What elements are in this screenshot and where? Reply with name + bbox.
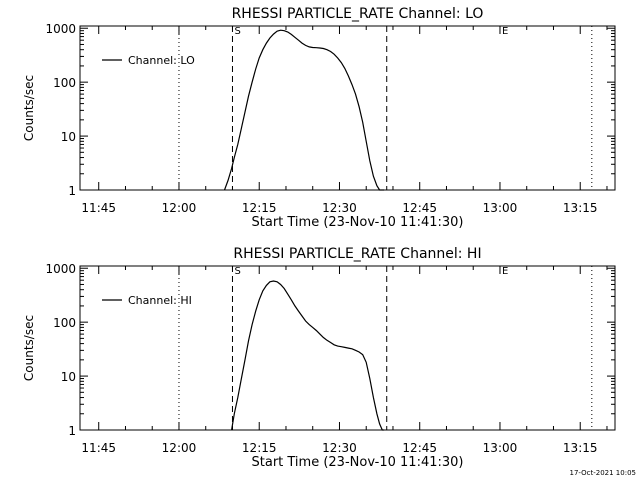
chart1-xtick-label: 12:15 [242,441,277,455]
chart-panel-lo: RHESSI PARTICLE_RATE Channel: LO 1 10 100 10… [22,6,616,230]
chart0-ytick-label: 1 [68,184,76,198]
chart0-plot-frame [79,25,616,191]
chart0-legend-label: Channel: LO [128,54,195,67]
chart0-series-line [223,29,385,191]
chart1-xtick-label: 12:45 [402,441,437,455]
chart1-xtick-label: 12:00 [162,441,197,455]
chart-panel-hi: RHESSI PARTICLE_RATE Channel: HI 1 10 100 10… [22,246,616,470]
chart0-xlabel: Start Time (23-Nov-10 11:41:30) [252,215,464,230]
chart0-xtick-label: 13:15 [563,201,598,215]
chart1-series-line [231,280,385,431]
chart1-ytick-label: 1 [68,424,76,438]
chart0-xtick-label: 12:45 [402,201,437,215]
chart0-xtick-label: 12:30 [322,201,357,215]
chart1-title: RHESSI PARTICLE_RATE Channel: HI [233,246,481,262]
chart0-xtick-label: 11:45 [81,201,116,215]
chart1-marker-label: E [502,266,508,277]
chart0-title: RHESSI PARTICLE_RATE Channel: LO [232,6,484,22]
chart0-xtick-label: 12:00 [162,201,197,215]
chart1-xlabel: Start Time (23-Nov-10 11:41:30) [252,455,464,470]
chart0-marker-label: S [234,26,240,37]
chart1-ytick-label: 100 [53,316,76,330]
footer-timestamp: 17-Oct-2021 10:05 [570,469,636,477]
chart0-ytick-label: 1000 [45,22,76,36]
chart1-ytick-label: 10 [61,370,76,384]
chart0-ytick-label: 10 [61,130,76,144]
chart1-xtick-label: 11:45 [81,441,116,455]
chart0-xtick-label: 13:00 [483,201,518,215]
chart1-legend-label: Channel: HI [128,294,192,307]
chart1-xtick-label: 13:15 [563,441,598,455]
chart1-plot-frame [79,265,616,431]
chart0-ytick-label: 100 [53,76,76,90]
chart1-xtick-label: 13:00 [483,441,518,455]
chart1-ylabel: Counts/sec [22,315,36,381]
chart0-xtick-label: 12:15 [242,201,277,215]
chart1-ytick-label: 1000 [45,262,76,276]
chart0-ylabel: Counts/sec [22,75,36,141]
chart1-xtick-label: 12:30 [322,441,357,455]
chart1-marker-label: S [234,266,240,277]
chart0-marker-label: E [502,26,508,37]
